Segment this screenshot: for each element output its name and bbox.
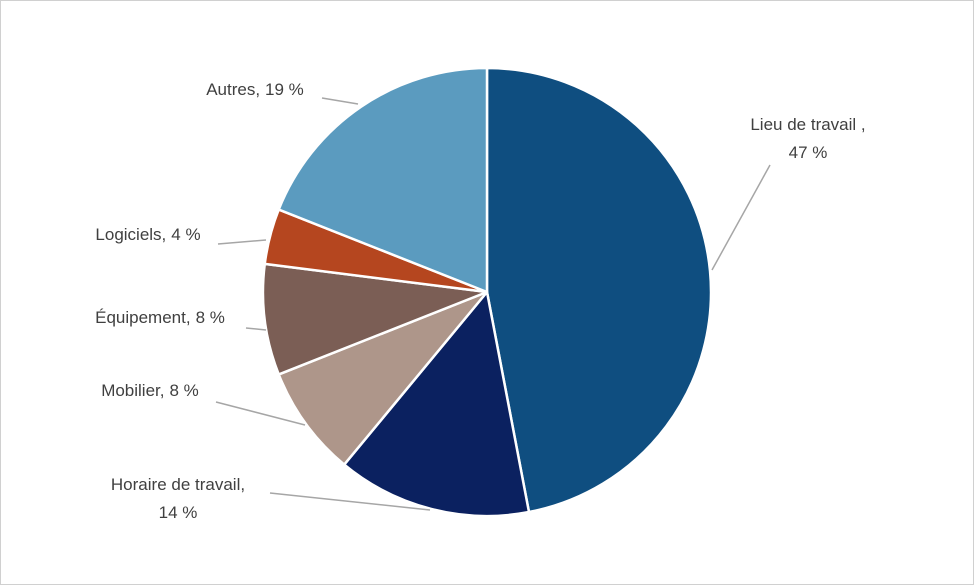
pie-slice [261, 262, 488, 377]
label-value: 4 % [171, 225, 200, 244]
label-category: Lieu de travail , [750, 115, 865, 134]
pie-slice [485, 66, 713, 514]
label-category: Équipement, [95, 308, 190, 327]
label-category: Logiciels, [95, 225, 166, 244]
data-label: Mobilier, 8 % [101, 381, 199, 400]
leader-line [217, 239, 267, 245]
label-category: Autres, [206, 80, 260, 99]
pie-slice [277, 290, 488, 467]
leader-line [245, 327, 267, 331]
label-value: 47 % [789, 143, 828, 162]
data-label: Lieu de travail , 47 % [750, 115, 865, 162]
leader-line [215, 401, 306, 426]
pie-slice [277, 66, 489, 294]
data-label: Logiciels, 4 % [95, 225, 200, 244]
data-label: Horaire de travail, 14 % [111, 475, 245, 522]
data-label: Autres, 19 % [206, 80, 304, 99]
leader-line [269, 492, 431, 511]
label-value: 19 % [265, 80, 304, 99]
label-value: 8 % [196, 308, 225, 327]
leader-line [321, 97, 359, 105]
label-value: 8 % [170, 381, 199, 400]
pie-slice [342, 289, 531, 518]
label-category: Mobilier, [101, 381, 164, 400]
leader-line [711, 164, 771, 271]
label-category: Horaire de travail, [111, 475, 245, 494]
label-value: 14 % [159, 503, 198, 522]
data-label: Équipement, 8 % [95, 308, 225, 327]
